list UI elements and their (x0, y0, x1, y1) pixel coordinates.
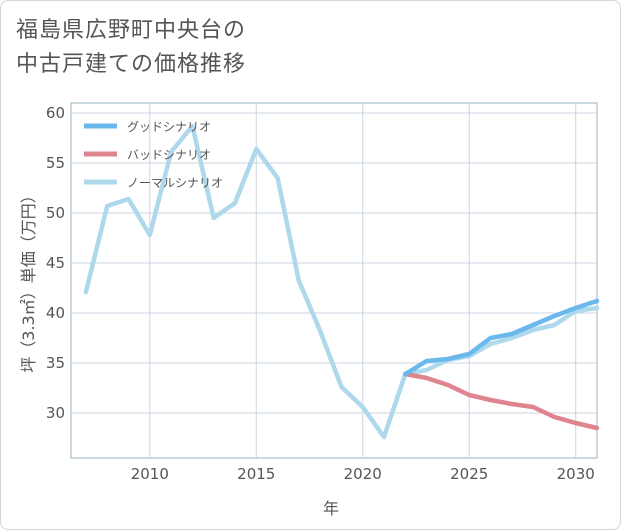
y-tick-label: 55 (46, 154, 65, 172)
plot-area (70, 102, 598, 459)
legend-label-normal: ノーマルシナリオ (127, 176, 223, 190)
y-tick-label: 30 (46, 404, 65, 422)
y-tick-label: 60 (46, 104, 65, 122)
chart-title-line2: 中古戸建ての価格推移 (16, 52, 247, 77)
legend-label-bad: バッドシナリオ (127, 148, 211, 162)
series-line-good (403, 298, 600, 377)
x-tick-label: 2015 (237, 465, 275, 483)
x-tick-label: 2030 (557, 465, 595, 483)
x-tick-labels: 2010 2015 2020 2025 2030 (131, 465, 595, 483)
x-axis-title: 年 (323, 499, 339, 518)
x-tick-label: 2025 (450, 465, 488, 483)
grid (71, 103, 597, 458)
y-tick-label: 40 (46, 304, 65, 322)
series-line-normal (83, 123, 600, 440)
y-tick-label: 45 (46, 254, 65, 272)
series-lines (83, 123, 600, 440)
x-tick-label: 2010 (131, 465, 169, 483)
y-tick-label: 50 (46, 204, 65, 222)
legend-label-good: グッドシナリオ (127, 120, 211, 134)
y-tick-labels: 30 35 40 45 50 55 60 (46, 104, 65, 422)
y-axis-title: 坪（3.3㎡）単価（万円） (19, 187, 38, 372)
chart-title: 福島県広野町中央台の 中古戸建ての価格推移 (16, 14, 436, 82)
x-tick-label: 2020 (344, 465, 382, 483)
chart-title-line1: 福島県広野町中央台の (16, 18, 247, 43)
y-tick-label: 35 (46, 354, 65, 372)
series-line-bad (403, 371, 600, 431)
